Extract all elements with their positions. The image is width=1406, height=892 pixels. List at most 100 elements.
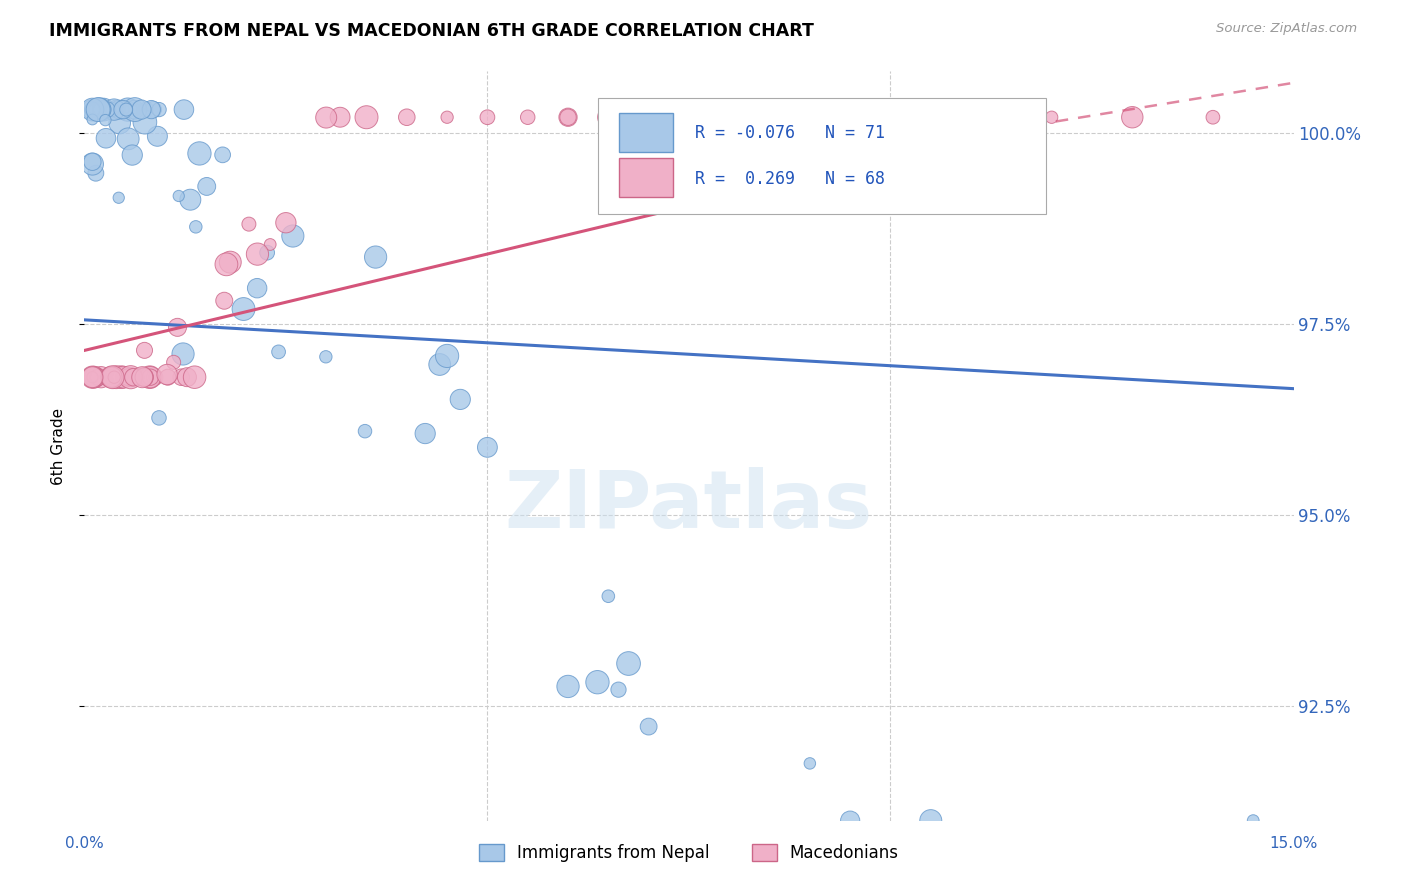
Point bbox=[100, 370, 122, 384]
Point bbox=[101, 103, 124, 117]
Point bbox=[94, 113, 117, 128]
Point bbox=[259, 237, 281, 252]
Point bbox=[117, 370, 139, 384]
Point bbox=[477, 110, 499, 124]
Point bbox=[83, 370, 105, 384]
Point bbox=[120, 370, 142, 384]
Point bbox=[637, 110, 659, 124]
Point bbox=[246, 247, 269, 261]
Point bbox=[1241, 814, 1264, 828]
Point bbox=[156, 370, 179, 384]
Point bbox=[557, 110, 579, 124]
Point bbox=[84, 103, 107, 117]
Point bbox=[132, 370, 155, 384]
Point bbox=[637, 720, 659, 734]
Point bbox=[586, 675, 609, 690]
Point bbox=[557, 110, 579, 124]
Point bbox=[91, 103, 114, 117]
Point bbox=[156, 368, 179, 382]
Point bbox=[117, 132, 139, 146]
Point bbox=[121, 148, 143, 162]
Point bbox=[139, 370, 162, 384]
Point bbox=[105, 370, 128, 384]
Point bbox=[131, 370, 153, 384]
Point bbox=[173, 103, 195, 117]
Point bbox=[82, 370, 104, 384]
Point bbox=[94, 131, 117, 145]
Point bbox=[148, 410, 170, 425]
Point bbox=[124, 103, 146, 117]
Point bbox=[356, 110, 378, 124]
Text: ZIPatlas: ZIPatlas bbox=[505, 467, 873, 545]
Point bbox=[84, 166, 107, 180]
Text: IMMIGRANTS FROM NEPAL VS MACEDONIAN 6TH GRADE CORRELATION CHART: IMMIGRANTS FROM NEPAL VS MACEDONIAN 6TH … bbox=[49, 22, 814, 40]
Text: Source: ZipAtlas.com: Source: ZipAtlas.com bbox=[1216, 22, 1357, 36]
Point bbox=[118, 103, 141, 117]
Legend: Immigrants from Nepal, Macedonians: Immigrants from Nepal, Macedonians bbox=[472, 837, 905, 869]
Point bbox=[477, 441, 499, 455]
Point bbox=[112, 103, 135, 117]
Point bbox=[179, 193, 201, 207]
Point bbox=[131, 370, 153, 384]
Point bbox=[139, 370, 162, 384]
Point bbox=[183, 370, 205, 384]
FancyBboxPatch shape bbox=[619, 113, 673, 153]
Point bbox=[436, 110, 458, 124]
Point bbox=[82, 112, 104, 127]
Point bbox=[110, 370, 132, 384]
Point bbox=[167, 189, 190, 203]
Point bbox=[101, 370, 124, 384]
Point bbox=[215, 257, 238, 271]
Point bbox=[104, 103, 127, 117]
Point bbox=[395, 110, 418, 124]
Text: R =  0.269   N = 68: R = 0.269 N = 68 bbox=[695, 169, 884, 187]
Point bbox=[82, 103, 104, 117]
Point bbox=[93, 103, 115, 117]
Point bbox=[82, 103, 104, 117]
Point bbox=[436, 349, 458, 363]
Point bbox=[960, 110, 983, 124]
Point bbox=[364, 250, 387, 264]
Point bbox=[87, 370, 110, 384]
Point bbox=[281, 229, 304, 244]
FancyBboxPatch shape bbox=[619, 158, 673, 197]
Text: 15.0%: 15.0% bbox=[1270, 836, 1317, 851]
Point bbox=[162, 355, 184, 369]
Point bbox=[184, 219, 207, 234]
Point bbox=[195, 179, 218, 194]
Point bbox=[108, 116, 131, 130]
Point bbox=[211, 148, 233, 162]
Point bbox=[103, 370, 125, 384]
Point bbox=[141, 103, 163, 117]
Point bbox=[82, 370, 104, 384]
Point bbox=[100, 370, 122, 384]
Point bbox=[82, 157, 104, 171]
Point bbox=[799, 756, 821, 771]
Point bbox=[110, 370, 132, 384]
Point bbox=[131, 103, 153, 117]
Point bbox=[1121, 110, 1143, 124]
Point bbox=[82, 103, 104, 117]
Point bbox=[134, 343, 156, 358]
Point bbox=[139, 370, 162, 384]
Point bbox=[89, 103, 111, 117]
Point bbox=[146, 129, 169, 144]
Point bbox=[101, 370, 124, 384]
Point bbox=[879, 110, 901, 124]
Point bbox=[315, 111, 337, 125]
Point bbox=[329, 110, 352, 124]
Point bbox=[172, 347, 194, 361]
Point bbox=[83, 370, 105, 384]
Point bbox=[125, 103, 148, 117]
FancyBboxPatch shape bbox=[599, 97, 1046, 214]
Point bbox=[920, 814, 942, 828]
Point bbox=[148, 103, 170, 117]
Point bbox=[90, 370, 112, 384]
Point bbox=[115, 370, 138, 384]
Point bbox=[166, 320, 188, 334]
Point bbox=[617, 657, 640, 671]
Point bbox=[799, 110, 821, 124]
Point bbox=[839, 814, 862, 828]
Point bbox=[256, 245, 278, 260]
Point bbox=[598, 110, 620, 124]
